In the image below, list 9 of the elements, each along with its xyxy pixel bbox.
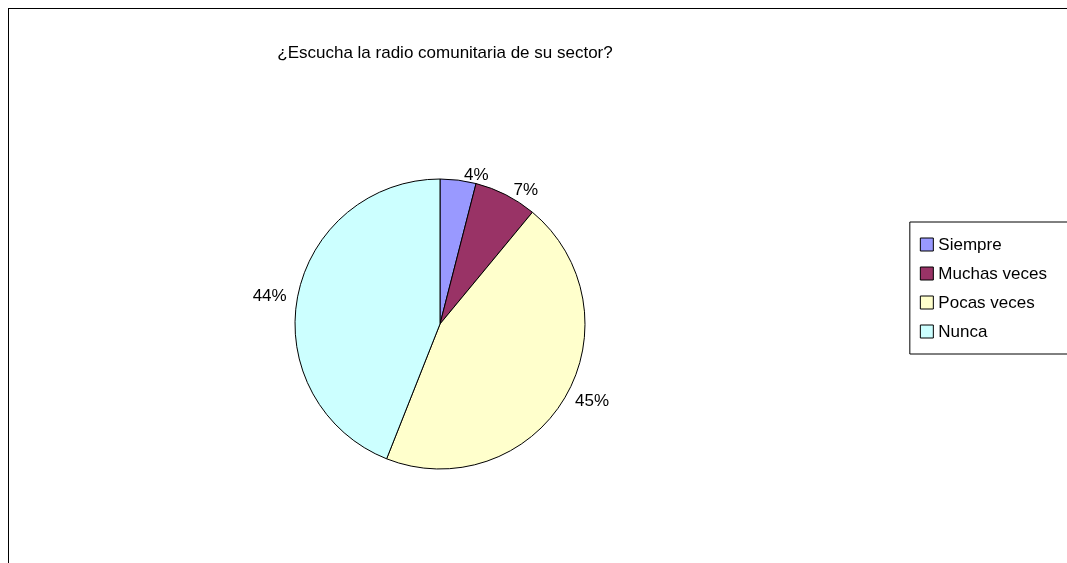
legend-label: Siempre	[938, 235, 1002, 254]
data-label: 45%	[574, 391, 609, 411]
data-label: 4%	[463, 164, 489, 184]
legend-label: Nunca	[938, 322, 989, 341]
legend-label: Pocas veces	[938, 293, 1035, 312]
chart-title: ¿Escucha la radio comunitaria de su sector?	[277, 43, 613, 62]
data-label: 44%	[252, 286, 287, 306]
data-label: 7%	[513, 179, 539, 199]
legend-label: Muchas veces	[938, 264, 1048, 283]
